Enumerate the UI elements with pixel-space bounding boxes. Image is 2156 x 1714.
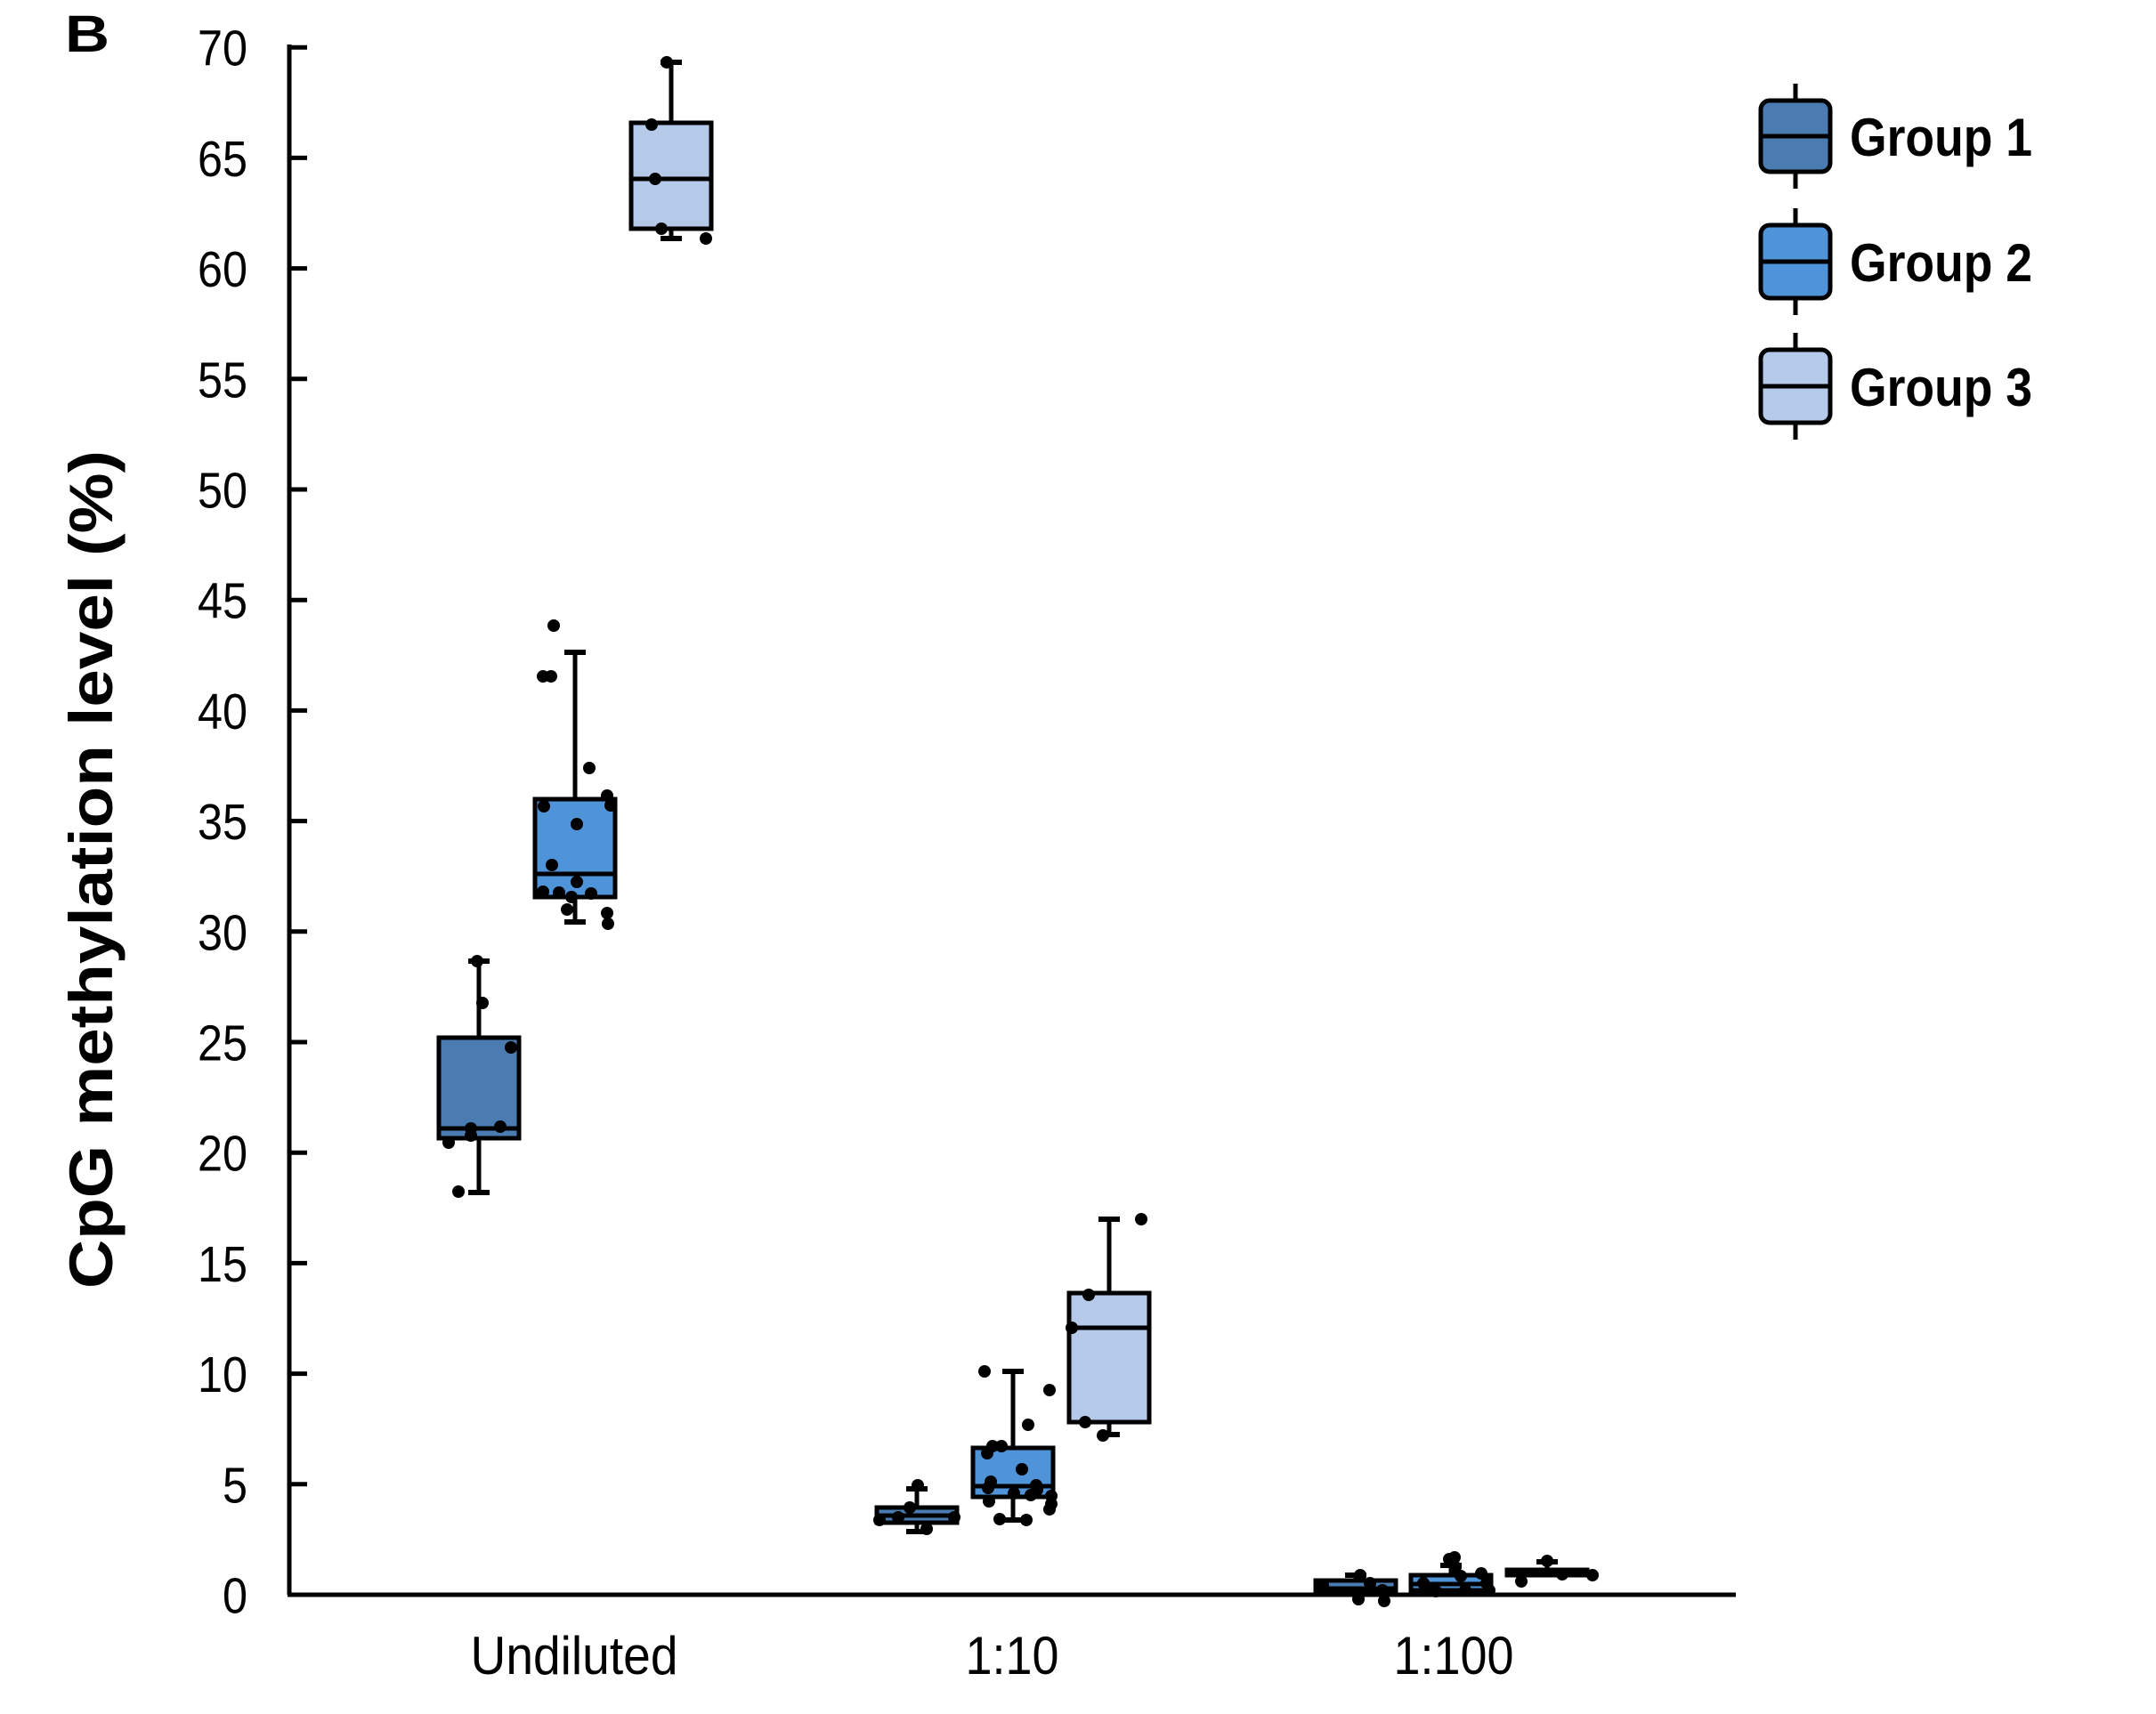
svg-text:Group 2: Group 2	[1850, 233, 2032, 293]
svg-text:1:10: 1:10	[966, 1626, 1059, 1686]
svg-text:B: B	[65, 5, 109, 63]
svg-text:Group 3: Group 3	[1850, 358, 2032, 417]
svg-text:45: 45	[198, 573, 247, 630]
svg-text:10: 10	[198, 1346, 247, 1403]
svg-text:1:100: 1:100	[1394, 1626, 1514, 1686]
svg-text:50: 50	[198, 463, 247, 520]
svg-text:55: 55	[198, 352, 247, 408]
svg-text:65: 65	[198, 131, 247, 188]
svg-text:15: 15	[198, 1236, 247, 1293]
svg-text:60: 60	[198, 241, 247, 298]
svg-text:70: 70	[198, 20, 247, 77]
svg-text:0: 0	[223, 1568, 247, 1625]
svg-text:Undiluted: Undiluted	[471, 1626, 678, 1686]
svg-text:20: 20	[198, 1126, 247, 1183]
svg-text:Group 1: Group 1	[1850, 108, 2032, 167]
svg-text:5: 5	[223, 1457, 247, 1514]
svg-text:CpG methylation level (%): CpG methylation level (%)	[57, 450, 126, 1289]
svg-text:25: 25	[198, 1015, 247, 1072]
svg-text:35: 35	[198, 794, 247, 851]
svg-text:30: 30	[198, 904, 247, 961]
svg-text:40: 40	[198, 683, 247, 740]
